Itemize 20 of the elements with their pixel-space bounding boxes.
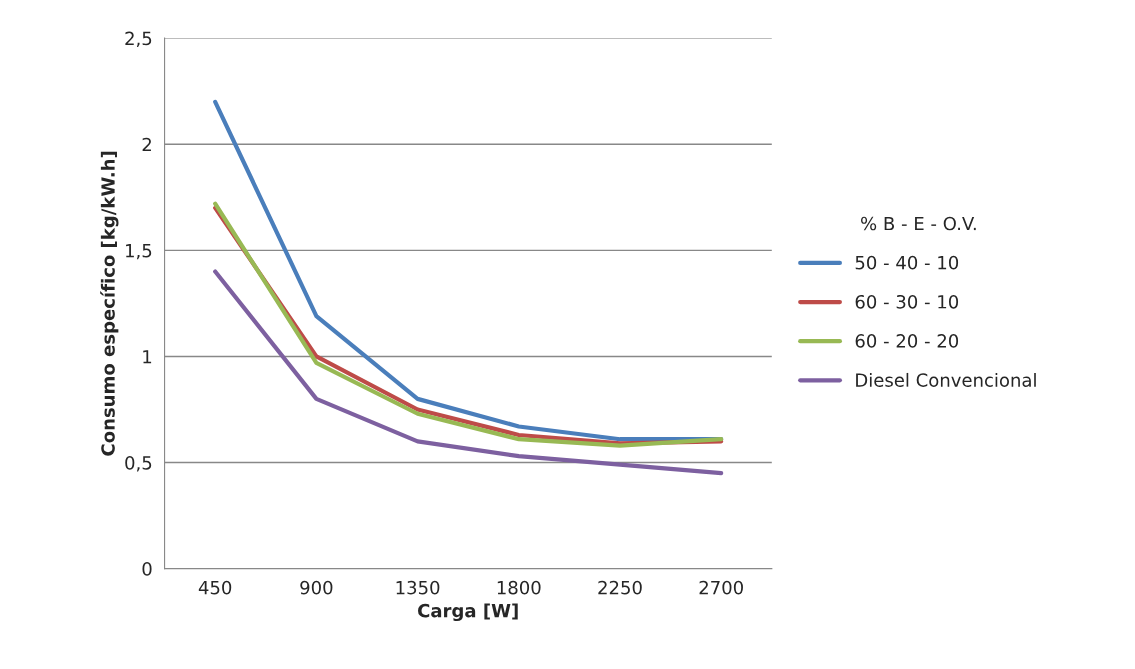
y-tick-label: 2 [142,137,151,152]
x-tick-label: 450 [198,580,232,595]
x-axis-title: Carga [W] [418,603,518,622]
line-series [213,269,724,476]
x-tick-label: 2250 [598,580,642,595]
y-tick-label: 0,5 [125,456,152,472]
y-tick-label: 1,5 [126,244,152,260]
x-tick-label: 900 [300,580,333,595]
x-tick-label: 1350 [396,580,440,595]
legend-title: % B - E - O.V. [861,216,976,231]
legend-label: 60 - 30 - 10 [855,294,959,309]
x-tick-label: 1800 [497,580,541,595]
legend-label: 50 - 40 - 10 [855,255,959,270]
y-tick-label: 1 [143,350,152,364]
legend-label: Diesel Convencional [856,372,1036,387]
x-tick-label: 2700 [699,580,743,595]
legend-label: 60 - 20 - 20 [855,334,959,348]
y-tick-label: 0 [142,562,152,576]
y-tick-label: 2,5 [125,31,152,48]
y-axis-title: Consumo específico [kg/kW.h] [100,151,119,456]
